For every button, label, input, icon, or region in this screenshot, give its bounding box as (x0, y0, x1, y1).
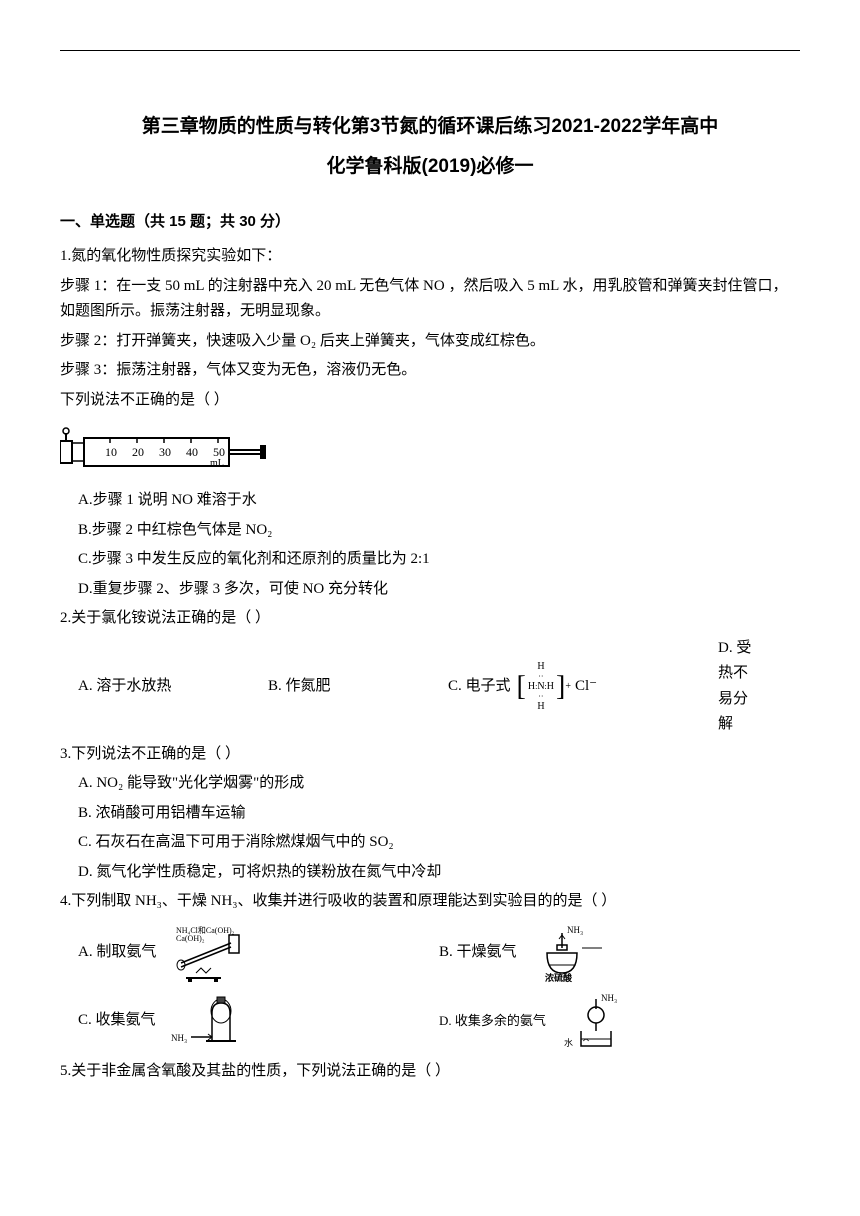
apparatus-c-icon: NH₃ (166, 993, 256, 1048)
svg-text:10: 10 (105, 445, 117, 459)
svg-text:20: 20 (132, 445, 144, 459)
q1-option-d: D.重复步骤 2、步骤 3 多次，可使 NO 充分转化 (78, 577, 800, 603)
q2-options-row: A. 溶于水放热 B. 作氮肥 C. 电子式 [ H ·· H : N : H … (60, 636, 800, 738)
q4-label-c: C. 收集氨气 (78, 1008, 156, 1034)
page-title-line2: 化学鲁科版(2019)必修一 (60, 151, 800, 183)
q4-label-d: D. 收集多余的氨气 (439, 1010, 546, 1032)
page-container: 第三章物质的性质与转化第3节氮的循环课后练习2021-2022学年高中 化学鲁科… (0, 0, 860, 1118)
q2-option-d: D. 受热不易分解 (718, 636, 760, 738)
q2-option-b: B. 作氮肥 (268, 674, 408, 700)
q4-label-a: A. 制取氨气 (78, 940, 156, 966)
formula-anion: Cl⁻ (575, 674, 597, 700)
q3-option-d: D. 氮气化学性质稳定，可将炽热的镁粉放在氮气中冷却 (78, 860, 800, 886)
q1-step1: 步骤 1：在一支 50 mL 的注射器中充入 20 mL 无色气体 NO ，然后… (60, 274, 800, 325)
svg-text:50: 50 (213, 445, 225, 459)
electron-formula: [ H ·· H : N : H ·· H ] + Cl⁻ (517, 662, 598, 712)
section-header: 一、单选题（共 15 题；共 30 分） (60, 209, 800, 235)
svg-text:30: 30 (159, 445, 171, 459)
q1-option-c: C.步骤 3 中发生反应的氧化剂和还原剂的质量比为 2:1 (78, 547, 800, 573)
q1-option-b: B.步骤 2 中红棕色气体是 NO₂ (78, 518, 800, 544)
q4-label-b: B. 干燥氨气 (439, 940, 517, 966)
page-title-line1: 第三章物质的性质与转化第3节氮的循环课后练习2021-2022学年高中 (60, 111, 800, 143)
q4-options: A. 制取氨气 NH₄Cl和Ca(OH)₂ Ca(OH)₂ B. 干燥氨气 (60, 923, 800, 1051)
formula-h-left: H (528, 682, 535, 692)
svg-text:NH₃: NH₃ (171, 1033, 187, 1043)
formula-h-bottom: H (537, 702, 544, 712)
q4-stem: 4.下列制取 NH₃、干燥 NH₃、收集并进行吸收的装置和原理能达到实验目的的是… (60, 889, 800, 915)
q1-step3: 步骤 3：振荡注射器，气体又变为无色，溶液仍无色。 (60, 358, 800, 384)
svg-text:浓硫酸: 浓硫酸 (545, 972, 573, 983)
q2-option-a: A. 溶于水放热 (78, 674, 228, 700)
apparatus-b-icon: NH₃ 浓硫酸 (527, 923, 602, 983)
q4-option-c: C. 收集氨气 NH₃ (78, 993, 439, 1048)
formula-n: N (537, 682, 544, 692)
svg-text:NH₃: NH₃ (601, 993, 617, 1003)
q4-option-a: A. 制取氨气 NH₄Cl和Ca(OH)₂ Ca(OH)₂ (78, 923, 439, 983)
syringe-diagram: 10 20 30 40 50 mL (60, 423, 800, 478)
q5-stem: 5.关于非金属含氧酸及其盐的性质，下列说法正确的是（ ） (60, 1059, 800, 1085)
q1-step2: 步骤 2：打开弹簧夹，快速吸入少量 O₂ 后夹上弹簧夹，气体变成红棕色。 (60, 329, 800, 355)
apparatus-a-icon: NH₄Cl和Ca(OH)₂ Ca(OH)₂ (166, 923, 256, 983)
formula-h-top: H (537, 662, 544, 672)
q1-option-a: A.步骤 1 说明 NO 难溶于水 (78, 488, 800, 514)
q1-prompt: 下列说法不正确的是（ ） (60, 388, 800, 414)
q2-option-c-label: C. 电子式 (448, 674, 511, 700)
q3-option-c: C. 石灰石在高温下可用于消除燃煤烟气中的 SO₂ (78, 830, 800, 856)
apparatus-d-icon: NH₃ 水 (556, 991, 631, 1051)
q1-stem: 1.氮的氧化物性质探究实验如下： (60, 244, 800, 270)
q4-option-b: B. 干燥氨气 NH₃ 浓硫酸 (439, 923, 800, 983)
q3-stem: 3.下列说法不正确的是（ ） (60, 742, 800, 768)
svg-text:40: 40 (186, 445, 198, 459)
svg-text:NH₃: NH₃ (567, 925, 583, 935)
formula-charge: + (565, 678, 571, 695)
svg-text:Ca(OH)₂: Ca(OH)₂ (176, 934, 205, 943)
q3-option-a: A. NO₂ 能导致"光化学烟雾"的形成 (78, 771, 800, 797)
header-divider (60, 50, 800, 51)
svg-text:mL: mL (210, 458, 224, 469)
svg-text:水: 水 (564, 1037, 573, 1048)
q4-option-d: D. 收集多余的氨气 NH₃ 水 (439, 991, 800, 1051)
q2-stem: 2.关于氯化铵说法正确的是（ ） (60, 606, 800, 632)
q3-option-b: B. 浓硝酸可用铝槽车运输 (78, 801, 800, 827)
formula-h-right: H (547, 682, 554, 692)
q2-option-c: C. 电子式 [ H ·· H : N : H ·· H ] (448, 662, 678, 712)
